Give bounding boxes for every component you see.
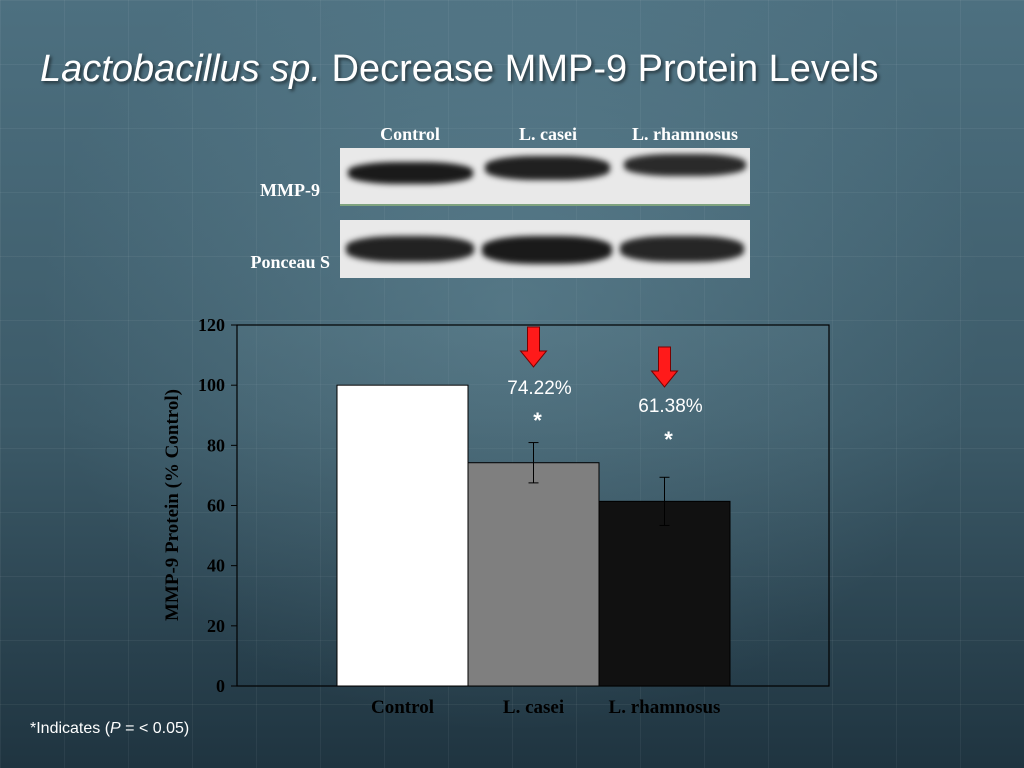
x-tick-label-rhamnosus: L. rhamnosus	[609, 697, 721, 718]
blot-lane-label-control: Control	[380, 124, 440, 144]
blot-lane-label-rhamnosus: L. rhamnosus	[631, 124, 739, 144]
mmp9-band-control	[348, 162, 473, 184]
blot-row-label-mmp9: MMP-9	[260, 180, 320, 200]
ponceau-band-rhamnosus	[620, 236, 744, 262]
y-tick-label: 40	[207, 556, 225, 576]
y-tick-label: 20	[207, 616, 225, 636]
percent-label-casei: 74.22%	[507, 378, 572, 399]
y-tick-label: 0	[216, 676, 225, 696]
y-tick-label: 80	[207, 435, 225, 455]
footnote-suffix: = < 0.05)	[120, 720, 190, 737]
error-bar-casei	[528, 442, 539, 484]
percent-label-rhamnosus: 61.38%	[638, 396, 703, 417]
blot-lane-label-casei: L. casei	[519, 124, 577, 144]
y-tick-label: 60	[207, 496, 225, 516]
plot-area	[236, 324, 830, 687]
down-arrow-icon-casei	[519, 326, 548, 368]
y-tick-label: 100	[198, 375, 225, 395]
significance-star-casei: *	[533, 408, 542, 433]
footnote-prefix: *Indicates (	[30, 720, 111, 737]
footnote-p: P	[110, 720, 121, 737]
bar-casei	[467, 462, 600, 687]
bar-rhamnosus	[598, 500, 731, 687]
y-tick-label: 120	[198, 315, 225, 335]
y-axis-label: MMP-9 Protein (% Control)	[162, 389, 183, 621]
slide-title-rest: Decrease MMP-9 Protein Levels	[320, 48, 879, 90]
footnote: *Indicates (P = < 0.05)	[30, 720, 189, 738]
slide-title-italic: Lactobacillus sp.	[40, 48, 321, 90]
mmp9-blot-image	[340, 148, 750, 206]
significance-star-rhamnosus: *	[664, 427, 673, 452]
x-tick-label-casei: L. casei	[503, 697, 564, 718]
mmp9-band-casei	[485, 156, 610, 180]
mmp9-band-rhamnosus	[624, 154, 746, 176]
bar-control	[336, 384, 469, 687]
slide-title: Lactobacillus sp. Decrease MMP-9 Protein…	[40, 48, 1000, 91]
blot-row-label-ponceau: Ponceau S	[250, 252, 330, 272]
error-bar-rhamnosus	[659, 476, 670, 526]
ponceau-band-casei	[482, 236, 612, 264]
ponceau-blot-image	[340, 220, 750, 278]
x-tick-label-control: Control	[371, 697, 434, 718]
down-arrow-icon-rhamnosus	[650, 346, 679, 388]
ponceau-band-control	[346, 236, 474, 262]
